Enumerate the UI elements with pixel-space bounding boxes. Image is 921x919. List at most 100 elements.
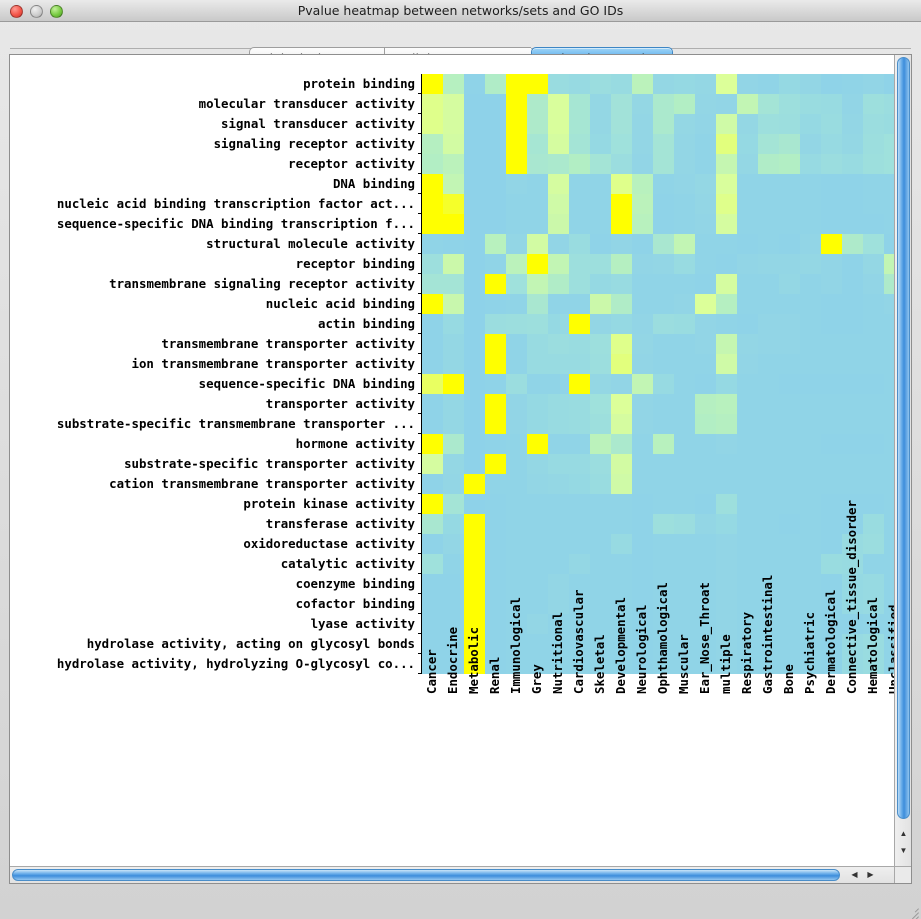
heatmap-cell[interactable] [548, 294, 569, 314]
heatmap-cell[interactable] [506, 594, 527, 614]
heatmap-cell[interactable] [695, 574, 716, 594]
heatmap-cell[interactable] [842, 374, 863, 394]
heatmap-cell[interactable] [548, 614, 569, 634]
heatmap-cell[interactable] [548, 174, 569, 194]
heatmap-cell[interactable] [464, 274, 485, 294]
heatmap-cell[interactable] [506, 334, 527, 354]
heatmap-cell[interactable] [695, 74, 716, 94]
heatmap-cell[interactable] [443, 334, 464, 354]
heatmap-cell[interactable] [800, 614, 821, 634]
heatmap-cell[interactable] [569, 614, 590, 634]
heatmap-cell[interactable] [863, 394, 884, 414]
heatmap-cell[interactable] [611, 394, 632, 414]
heatmap-cell[interactable] [674, 534, 695, 554]
heatmap-cell[interactable] [653, 214, 674, 234]
heatmap-cell[interactable] [863, 434, 884, 454]
heatmap-cell[interactable] [863, 174, 884, 194]
heatmap-cell[interactable] [737, 534, 758, 554]
heatmap-cell[interactable] [569, 334, 590, 354]
heatmap-cell[interactable] [842, 554, 863, 574]
heatmap-cell[interactable] [779, 354, 800, 374]
heatmap-cell[interactable] [695, 194, 716, 214]
heatmap-cell[interactable] [548, 474, 569, 494]
heatmap-cell[interactable] [464, 514, 485, 534]
heatmap-cell[interactable] [422, 234, 443, 254]
heatmap-cell[interactable] [863, 614, 884, 634]
heatmap-cell[interactable] [485, 274, 506, 294]
heatmap-cell[interactable] [884, 94, 895, 114]
heatmap-cell[interactable] [422, 174, 443, 194]
heatmap-cell[interactable] [674, 594, 695, 614]
heatmap-cell[interactable] [695, 214, 716, 234]
heatmap-cell[interactable] [569, 254, 590, 274]
heatmap-cell[interactable] [758, 94, 779, 114]
heatmap-cell[interactable] [485, 314, 506, 334]
heatmap-cell[interactable] [716, 474, 737, 494]
heatmap-cell[interactable] [779, 454, 800, 474]
heatmap-cell[interactable] [611, 534, 632, 554]
heatmap-cell[interactable] [527, 94, 548, 114]
heatmap-cell[interactable] [590, 614, 611, 634]
heatmap-cell[interactable] [632, 614, 653, 634]
heatmap-cell[interactable] [590, 494, 611, 514]
heatmap-cell[interactable] [695, 94, 716, 114]
heatmap-cell[interactable] [716, 274, 737, 294]
heatmap-cell[interactable] [800, 374, 821, 394]
heatmap-cell[interactable] [737, 554, 758, 574]
heatmap-cell[interactable] [695, 314, 716, 334]
heatmap-cell[interactable] [800, 294, 821, 314]
heatmap-cell[interactable] [737, 414, 758, 434]
heatmap-cell[interactable] [443, 254, 464, 274]
heatmap-cell[interactable] [674, 474, 695, 494]
heatmap-cell[interactable] [653, 154, 674, 174]
heatmap-cell[interactable] [443, 634, 464, 654]
heatmap-cell[interactable] [863, 414, 884, 434]
vertical-scrollbar[interactable]: ▲ ▼ [894, 55, 911, 867]
heatmap-cell[interactable] [674, 334, 695, 354]
heatmap-cell[interactable] [821, 334, 842, 354]
heatmap-cell[interactable] [674, 154, 695, 174]
heatmap-cell[interactable] [527, 454, 548, 474]
heatmap-cell[interactable] [506, 614, 527, 634]
heatmap-cell[interactable] [464, 454, 485, 474]
heatmap-cell[interactable] [695, 334, 716, 354]
heatmap-cell[interactable] [737, 234, 758, 254]
heatmap-cell[interactable] [590, 454, 611, 474]
heatmap-cell[interactable] [695, 274, 716, 294]
heatmap-cell[interactable] [569, 434, 590, 454]
heatmap-cell[interactable] [779, 514, 800, 534]
heatmap-cell[interactable] [548, 94, 569, 114]
heatmap-cell[interactable] [443, 294, 464, 314]
heatmap-cell[interactable] [884, 494, 895, 514]
heatmap-cell[interactable] [611, 234, 632, 254]
heatmap-cell[interactable] [611, 634, 632, 654]
heatmap-cell[interactable] [422, 274, 443, 294]
heatmap-cell[interactable] [590, 394, 611, 414]
heatmap-cell[interactable] [443, 614, 464, 634]
heatmap-cell[interactable] [611, 114, 632, 134]
heatmap-cell[interactable] [485, 214, 506, 234]
heatmap-cell[interactable] [632, 154, 653, 174]
heatmap-cell[interactable] [422, 94, 443, 114]
heatmap-cell[interactable] [569, 94, 590, 114]
heatmap-cell[interactable] [674, 254, 695, 274]
heatmap-cell[interactable] [737, 294, 758, 314]
heatmap-cell[interactable] [422, 214, 443, 234]
heatmap-cell[interactable] [527, 574, 548, 594]
heatmap-cell[interactable] [548, 554, 569, 574]
heatmap-cell[interactable] [506, 534, 527, 554]
heatmap-cell[interactable] [737, 334, 758, 354]
heatmap-cell[interactable] [758, 154, 779, 174]
heatmap-cell[interactable] [758, 634, 779, 654]
heatmap-cell[interactable] [653, 654, 674, 674]
heatmap-cell[interactable] [653, 294, 674, 314]
heatmap-cell[interactable] [863, 234, 884, 254]
heatmap-cell[interactable] [611, 314, 632, 334]
heatmap-cell[interactable] [737, 74, 758, 94]
heatmap-cell[interactable] [800, 554, 821, 574]
heatmap-cell[interactable] [842, 614, 863, 634]
heatmap-cell[interactable] [758, 414, 779, 434]
heatmap-cell[interactable] [632, 114, 653, 134]
heatmap-cell[interactable] [758, 614, 779, 634]
heatmap-cell[interactable] [590, 254, 611, 274]
